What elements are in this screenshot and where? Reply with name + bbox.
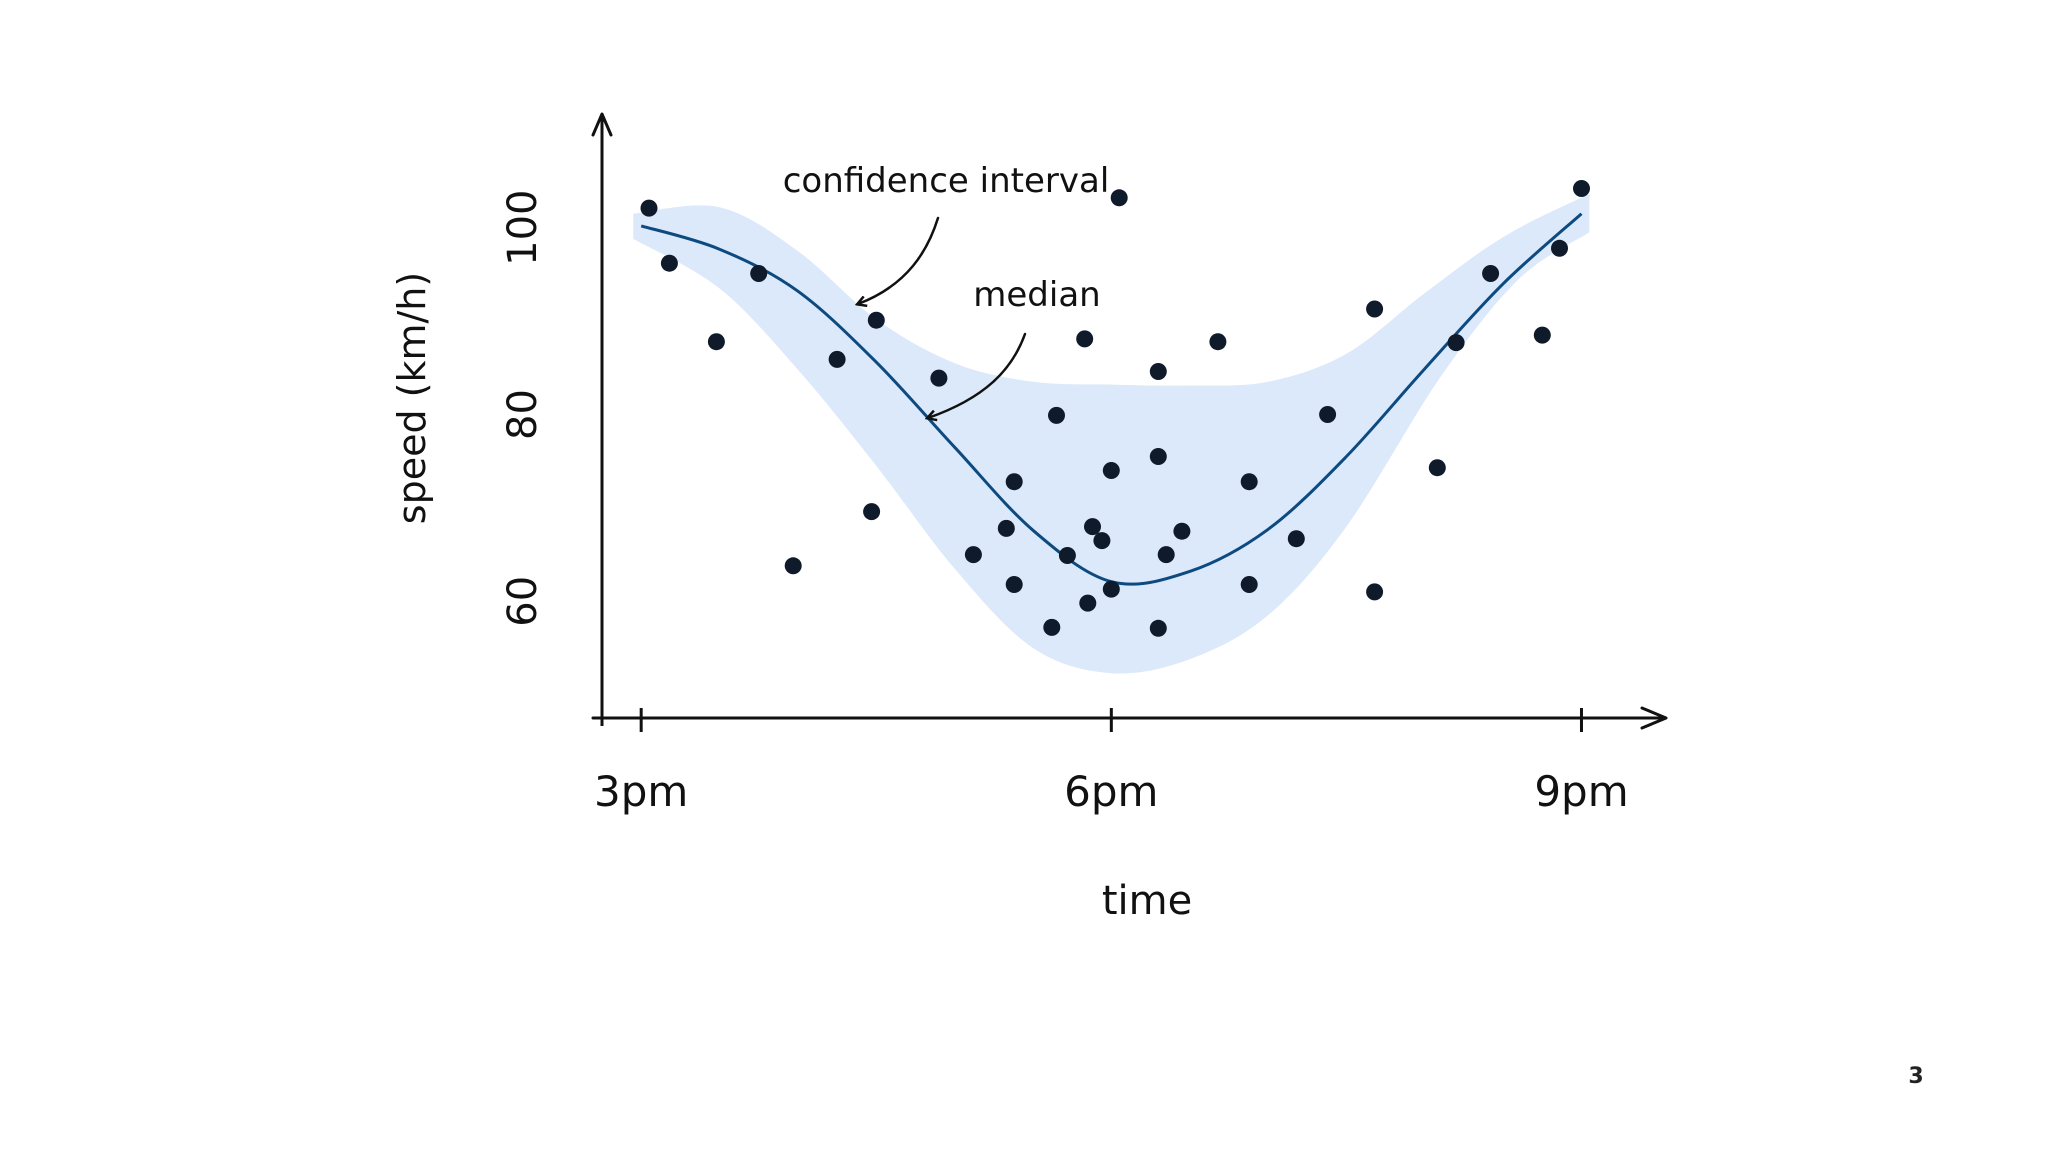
data-point — [1287, 530, 1305, 548]
x-axis-ticks — [639, 708, 1583, 732]
data-point — [1482, 265, 1500, 282]
data-point — [707, 333, 725, 351]
data-point — [1551, 239, 1568, 257]
data-point — [1240, 473, 1258, 491]
data-point — [1102, 462, 1120, 479]
data-point — [1157, 546, 1175, 564]
y-tick-label-100: 100 — [500, 190, 546, 266]
x-axis-tick-labels: 3pm 6pm 9pm — [594, 767, 1629, 816]
data-point — [1149, 619, 1167, 637]
data-point — [1149, 363, 1167, 380]
scatter-points — [640, 180, 1590, 637]
data-point — [1533, 326, 1551, 344]
x-axis-arrowhead — [1640, 706, 1668, 730]
y-axis-arrowhead — [591, 112, 613, 137]
data-point — [1005, 473, 1023, 491]
data-point — [1447, 334, 1465, 352]
data-point — [863, 503, 881, 521]
data-point — [1093, 532, 1111, 550]
y-axis-title: speed (km/h) — [390, 272, 434, 524]
data-point — [1043, 618, 1061, 636]
data-point — [1173, 522, 1191, 540]
median-arrow — [928, 332, 1027, 418]
data-point — [1076, 330, 1094, 348]
data-point — [1110, 189, 1128, 207]
data-point — [828, 350, 846, 368]
data-point — [1209, 333, 1227, 351]
data-point — [1084, 518, 1101, 536]
data-point — [640, 199, 658, 217]
data-point — [1058, 547, 1076, 564]
page-number: 3 — [1908, 1064, 1924, 1089]
data-point — [1428, 459, 1446, 477]
data-point — [784, 557, 802, 575]
data-point — [867, 311, 885, 329]
x-tick-label-3pm: 3pm — [594, 767, 688, 816]
data-point — [1240, 576, 1258, 593]
data-point — [1319, 406, 1337, 423]
x-tick-label-6pm: 6pm — [1064, 767, 1158, 816]
confidence-interval-annotation: confidence interval — [783, 161, 1110, 201]
data-point — [930, 369, 948, 387]
data-point — [1048, 406, 1065, 424]
x-axis-title: time — [1102, 878, 1192, 924]
data-point — [1079, 594, 1097, 612]
x-tick-label-9pm: 9pm — [1534, 767, 1628, 816]
data-point — [997, 519, 1015, 537]
median-annotation: median — [973, 275, 1100, 315]
data-point — [964, 546, 982, 564]
data-point — [1149, 448, 1167, 465]
y-tick-label-80: 80 — [500, 389, 546, 440]
data-point — [1102, 580, 1120, 598]
y-axis-tick-labels: 60 80 100 — [500, 190, 546, 627]
data-point — [1366, 583, 1384, 601]
confidence-interval-arrow — [858, 216, 940, 304]
data-point — [750, 265, 768, 282]
confidence-interval-band — [633, 194, 1591, 674]
y-tick-label-60: 60 — [500, 576, 546, 627]
x-axis — [591, 706, 1668, 730]
data-point — [1005, 576, 1023, 593]
y-axis — [591, 112, 613, 720]
data-point — [1366, 300, 1384, 318]
data-point — [1573, 180, 1590, 197]
data-point — [660, 254, 678, 272]
